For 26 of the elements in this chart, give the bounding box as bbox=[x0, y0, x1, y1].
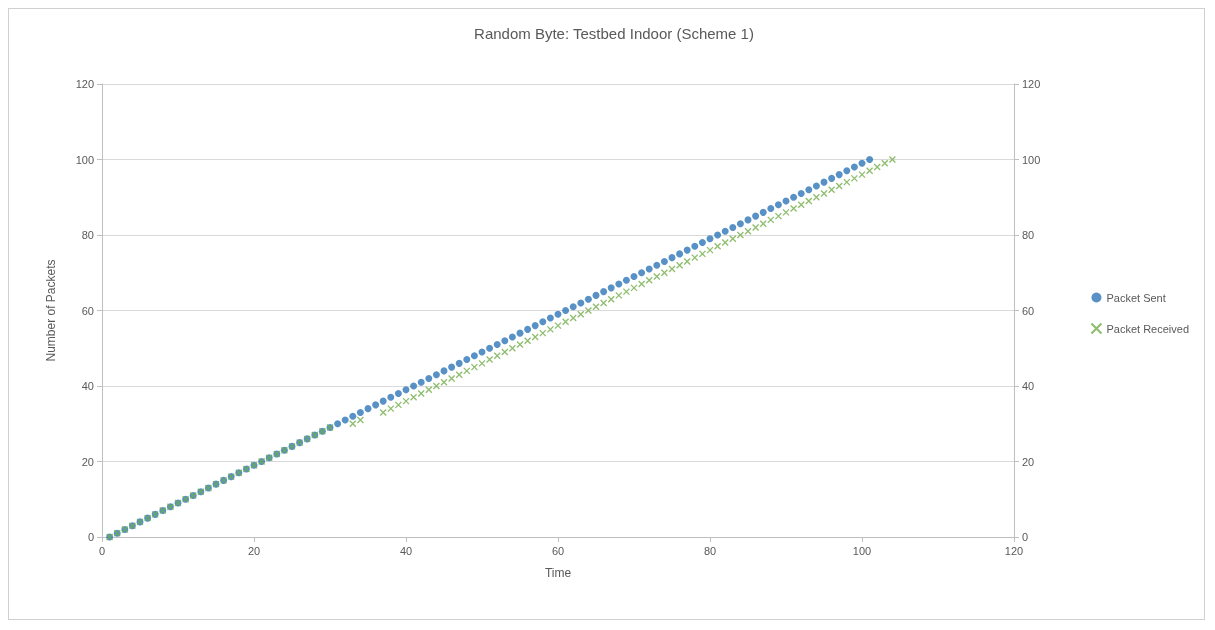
y2-tick-label: 0 bbox=[1022, 531, 1029, 543]
legend-label: Packet Sent bbox=[1106, 291, 1166, 304]
y-tick-label: 60 bbox=[81, 304, 94, 317]
x-tick-label: 0 bbox=[98, 544, 106, 557]
y2-tick-label: 100 bbox=[1022, 153, 1041, 166]
x-tick-label: 20 bbox=[247, 544, 261, 557]
y-tick-label: 100 bbox=[75, 153, 94, 166]
y2-tick-label: 20 bbox=[1022, 455, 1035, 468]
x-tick-label: 120 bbox=[1004, 544, 1024, 557]
x-tick-label: 60 bbox=[551, 544, 565, 557]
y-tick-label: 80 bbox=[81, 229, 94, 241]
x-tick-label: 100 bbox=[852, 544, 872, 557]
y2-tick-label: 80 bbox=[1022, 229, 1035, 241]
x-tick-label: 40 bbox=[399, 544, 413, 557]
chart-title: Random Byte: Testbed Indoor (Scheme 1) bbox=[474, 25, 754, 42]
y-tick-label: 40 bbox=[81, 380, 94, 392]
y2-tick-label: 60 bbox=[1022, 304, 1035, 317]
y-tick-label: 120 bbox=[75, 78, 94, 90]
legend-label: Packet Received bbox=[1106, 322, 1189, 335]
y-tick-label: 0 bbox=[87, 531, 94, 543]
y2-tick-label: 40 bbox=[1022, 380, 1035, 392]
y-tick-label: 20 bbox=[81, 455, 94, 468]
y2-tick-label: 120 bbox=[1022, 78, 1041, 90]
y-axis-title: Number of Packets bbox=[44, 259, 58, 362]
x-axis-title: Time bbox=[544, 566, 572, 580]
x-tick-label: 80 bbox=[703, 544, 717, 557]
